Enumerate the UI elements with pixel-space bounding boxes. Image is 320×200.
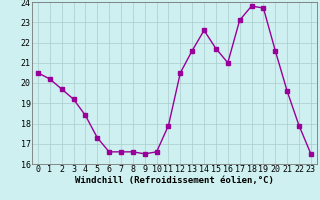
X-axis label: Windchill (Refroidissement éolien,°C): Windchill (Refroidissement éolien,°C) (75, 176, 274, 185)
